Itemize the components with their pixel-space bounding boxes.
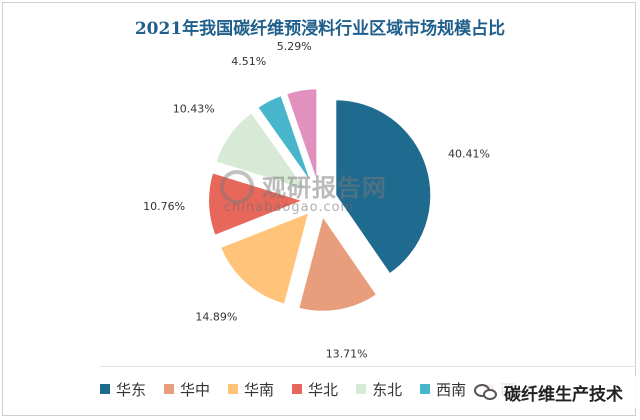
- watermark-name: 观研报告网: [262, 174, 387, 202]
- legend-label: 华东: [116, 380, 147, 399]
- pie-slice-1: [334, 98, 433, 276]
- legend-item-3: 华南: [228, 379, 274, 400]
- slice-value-label-2: 13.71%: [326, 348, 368, 361]
- legend-item-4: 华北: [292, 379, 338, 400]
- legend-label: 西南: [436, 380, 467, 399]
- chart-frame: [2, 2, 636, 416]
- legend-label: 华北: [308, 380, 339, 399]
- watermark: 观研报告网 chinabaogao.com: [214, 168, 426, 220]
- legend-label: 华中: [180, 380, 211, 399]
- legend-swatch: [164, 384, 175, 394]
- chart-title: 2021年我国碳纤维预浸料行业区域市场规模占比: [134, 19, 506, 39]
- pie-slice-6: [255, 93, 314, 187]
- slice-value-label-6: 4.51%: [231, 55, 266, 68]
- pie-slice-7: [284, 87, 319, 185]
- pie-slice-5: [214, 110, 310, 193]
- legend-swatch: [292, 384, 303, 394]
- watermark-logo-icon: [220, 170, 254, 204]
- wechat-icon: [474, 382, 500, 402]
- slice-value-label-4: 10.76%: [143, 200, 185, 213]
- legend-item-5: 东北: [356, 379, 402, 400]
- wechat-overlay: 碳纤维生产技术: [470, 376, 638, 408]
- legend-swatch: [228, 384, 239, 394]
- slice-value-label-7: 5.29%: [277, 40, 312, 53]
- slice-value-label-5: 10.43%: [173, 102, 215, 115]
- legend-item-2: 华中: [164, 379, 210, 400]
- legend-swatch: [356, 384, 367, 394]
- legend-swatch: [420, 384, 431, 394]
- slice-value-label-1: 40.41%: [448, 148, 490, 161]
- legend-item-1: 华东: [100, 379, 146, 400]
- slice-value-label-3: 14.89%: [195, 311, 237, 324]
- overlay-text: 碳纤维生产技术: [504, 384, 623, 405]
- legend-item-6: 西南: [420, 379, 466, 400]
- watermark-url: chinabaogao.com: [224, 200, 355, 215]
- legend-label: 华南: [244, 380, 275, 399]
- pie-slice-2: [296, 213, 379, 313]
- legend-swatch: [100, 384, 110, 394]
- pie-slice-3: [218, 210, 311, 306]
- legend-label: 东北: [372, 380, 403, 399]
